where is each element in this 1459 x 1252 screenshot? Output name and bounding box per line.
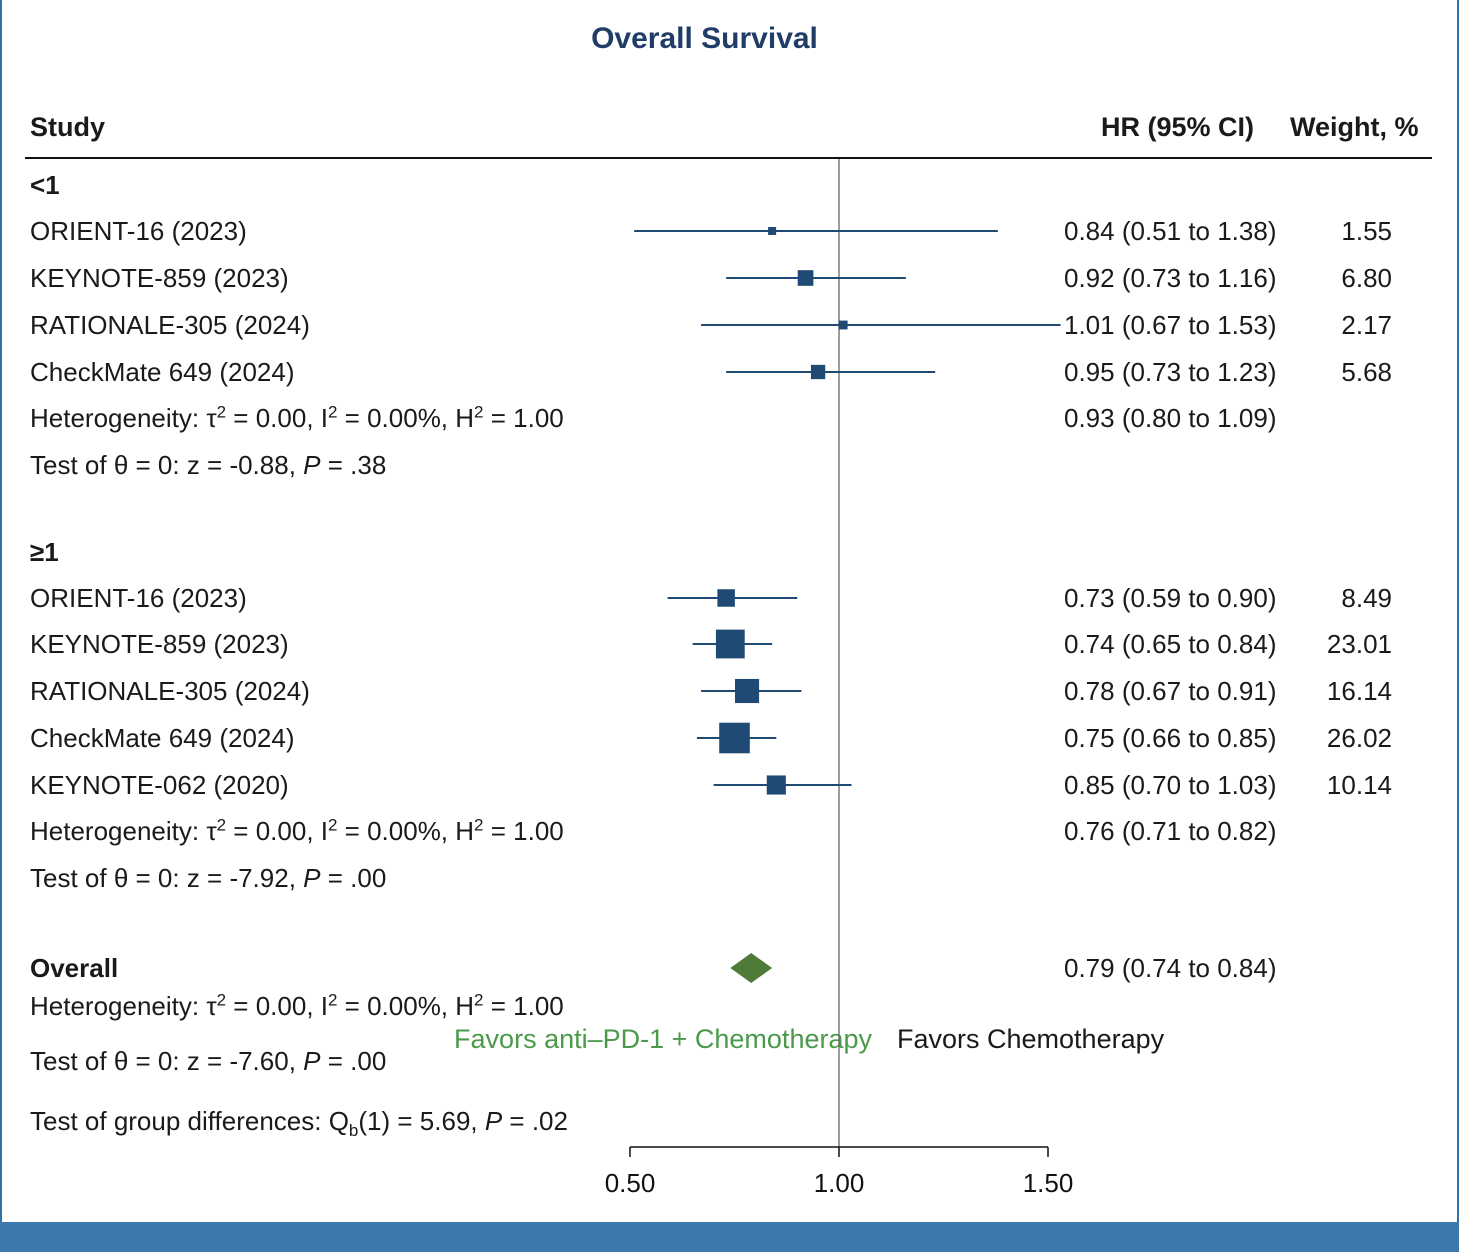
study-weight-text: 26.02 <box>1326 723 1392 753</box>
study-weight-text: 10.14 <box>1326 770 1392 800</box>
study-name: KEYNOTE-859 (2023) <box>30 629 289 659</box>
study-name: KEYNOTE-859 (2023) <box>30 263 289 293</box>
study-name: CheckMate 649 (2024) <box>30 723 295 753</box>
study-name: ORIENT-16 (2023) <box>30 216 247 246</box>
test-theta-text: Test of θ = 0: z = -7.92, P = .00 <box>30 863 387 893</box>
group-label-lt1: <1 <box>30 170 60 200</box>
study-hr-text: 0.75 (0.66 to 0.85) <box>1064 723 1277 753</box>
study-marker <box>838 320 848 330</box>
pooled-hr-text: 0.76 (0.71 to 0.82) <box>1064 816 1277 846</box>
study-weight-text: 5.68 <box>1341 357 1392 387</box>
study-hr-text: 0.85 (0.70 to 1.03) <box>1064 770 1277 800</box>
study-marker <box>810 364 826 380</box>
study-weight-text: 23.01 <box>1326 629 1392 659</box>
bottom-bar <box>0 1222 1459 1252</box>
study-hr-text: 0.95 (0.73 to 1.23) <box>1064 357 1277 387</box>
header-rule <box>25 157 1432 159</box>
x-tick-label: 1.50 <box>1023 1168 1074 1198</box>
favors-right-label: Favors Chemotherapy <box>897 1024 1165 1054</box>
study-weight-text: 1.55 <box>1341 216 1392 246</box>
study-weight-text: 16.14 <box>1326 676 1392 706</box>
group-difference-text: Test of group differences: Qb(1) = 5.69,… <box>30 1106 568 1141</box>
header-weight: Weight, % <box>1290 112 1419 142</box>
study-hr-text: 0.73 (0.59 to 0.90) <box>1064 583 1277 613</box>
overall-label: Overall <box>30 953 119 983</box>
study-name: RATIONALE-305 (2024) <box>30 310 310 340</box>
study-marker <box>719 722 750 754</box>
overall-diamond <box>730 953 773 983</box>
study-name: KEYNOTE-062 (2020) <box>30 770 289 800</box>
study-weight-text: 8.49 <box>1341 583 1392 613</box>
study-hr-text: 1.01 (0.67 to 1.53) <box>1064 310 1277 340</box>
pooled-hr-text: 0.93 (0.80 to 1.09) <box>1064 403 1277 433</box>
study-name: RATIONALE-305 (2024) <box>30 676 310 706</box>
chart-title: Overall Survival <box>591 22 818 55</box>
study-marker <box>715 629 745 659</box>
overall-hr-text: 0.79 (0.74 to 0.84) <box>1064 953 1277 983</box>
study-marker <box>768 227 777 235</box>
study-weight-text: 6.80 <box>1341 263 1392 293</box>
heterogeneity-text: Heterogeneity: τ2 = 0.00, I2 = 0.00%, H2… <box>30 990 564 1021</box>
x-tick-label: 0.50 <box>605 1168 656 1198</box>
study-weight-text: 2.17 <box>1341 310 1392 340</box>
test-theta-text: Test of θ = 0: z = -0.88, P = .38 <box>30 450 387 480</box>
study-hr-text: 0.78 (0.67 to 0.91) <box>1064 676 1277 706</box>
test-theta-text: Test of θ = 0: z = -7.60, P = .00 <box>30 1046 387 1076</box>
study-name: ORIENT-16 (2023) <box>30 583 247 613</box>
header-study: Study <box>30 112 106 142</box>
study-marker <box>797 270 814 286</box>
favors-left-label: Favors anti–PD-1 + Chemotherapy <box>454 1024 872 1054</box>
study-marker <box>766 775 786 795</box>
header-hr: HR (95% CI) <box>1101 112 1255 142</box>
group-label-ge1: ≥1 <box>30 537 59 567</box>
study-hr-text: 0.92 (0.73 to 1.16) <box>1064 263 1277 293</box>
heterogeneity-text: Heterogeneity: τ2 = 0.00, I2 = 0.00%, H2… <box>30 402 564 433</box>
frame-left-border <box>0 0 2 1222</box>
study-name: CheckMate 649 (2024) <box>30 357 295 387</box>
study-hr-text: 0.84 (0.51 to 1.38) <box>1064 216 1277 246</box>
frame-right-border <box>1457 0 1459 1222</box>
study-hr-text: 0.74 (0.65 to 0.84) <box>1064 629 1277 659</box>
study-marker <box>717 589 735 607</box>
study-marker <box>734 678 760 704</box>
x-tick-label: 1.00 <box>814 1168 865 1198</box>
heterogeneity-text: Heterogeneity: τ2 = 0.00, I2 = 0.00%, H2… <box>30 815 564 846</box>
